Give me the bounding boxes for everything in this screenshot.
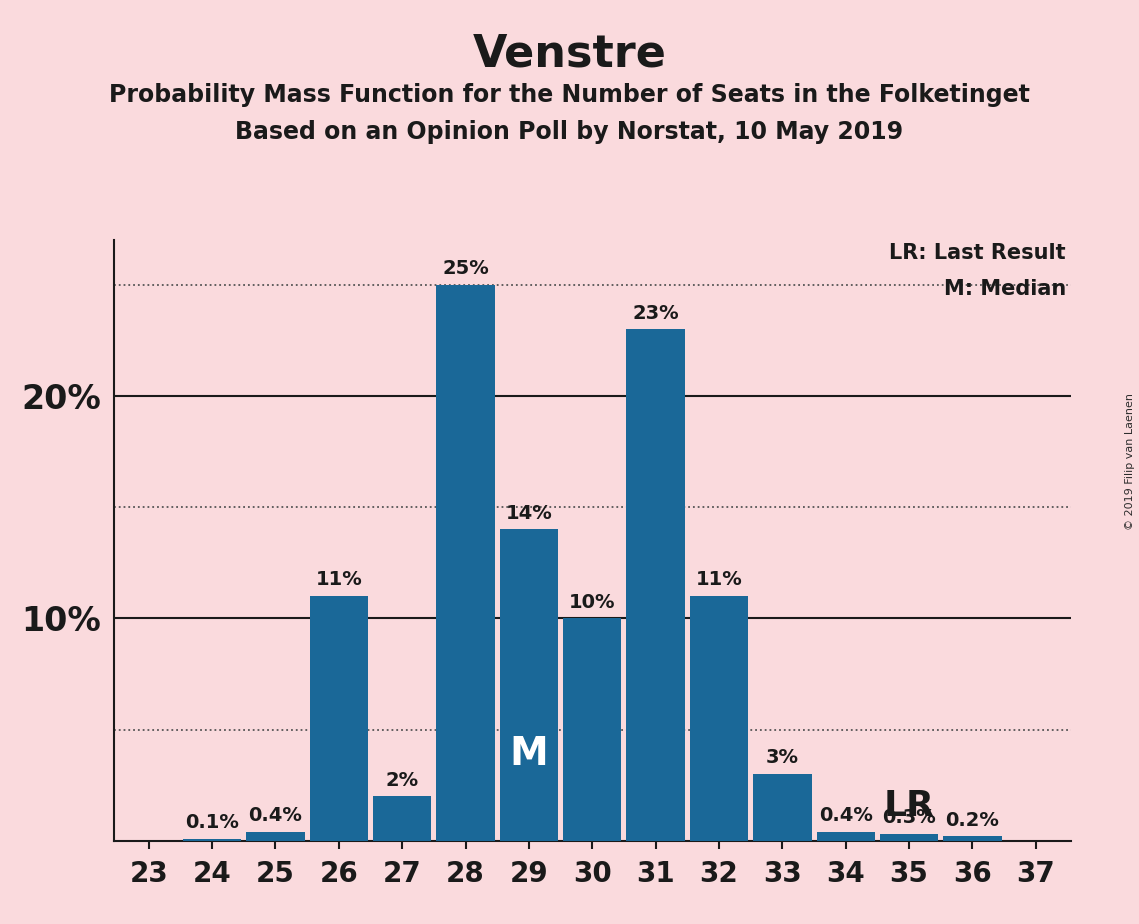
Bar (626, 329, 685, 841)
Text: 25%: 25% (442, 259, 489, 278)
Text: 23%: 23% (632, 304, 679, 322)
Text: Probability Mass Function for the Number of Seats in the Folketinget: Probability Mass Function for the Number… (109, 83, 1030, 107)
Bar (563, 618, 622, 841)
Text: 3%: 3% (765, 748, 798, 768)
Text: 0.4%: 0.4% (819, 807, 872, 825)
Text: 11%: 11% (316, 570, 362, 590)
Text: M: Median: M: Median (943, 279, 1066, 299)
Bar (753, 774, 811, 841)
Text: Venstre: Venstre (473, 32, 666, 76)
Bar (310, 596, 368, 841)
Bar (690, 596, 748, 841)
Bar (943, 836, 1001, 841)
Bar (880, 834, 939, 841)
Text: 0.4%: 0.4% (248, 807, 303, 825)
Text: 0.3%: 0.3% (883, 808, 936, 828)
Text: LR: LR (884, 789, 935, 823)
Bar (183, 839, 241, 841)
Bar (500, 529, 558, 841)
Text: 0.1%: 0.1% (186, 813, 239, 832)
Text: M: M (509, 735, 548, 772)
Text: 11%: 11% (696, 570, 743, 590)
Bar (374, 796, 432, 841)
Text: Based on an Opinion Poll by Norstat, 10 May 2019: Based on an Opinion Poll by Norstat, 10 … (236, 120, 903, 144)
Text: 0.2%: 0.2% (945, 810, 999, 830)
Text: 10%: 10% (570, 592, 615, 612)
Bar (246, 832, 304, 841)
Text: © 2019 Filip van Laenen: © 2019 Filip van Laenen (1125, 394, 1134, 530)
Text: 2%: 2% (386, 771, 419, 790)
Bar (436, 285, 494, 841)
Bar (817, 832, 875, 841)
Text: 14%: 14% (506, 504, 552, 523)
Text: LR: Last Result: LR: Last Result (890, 243, 1066, 263)
